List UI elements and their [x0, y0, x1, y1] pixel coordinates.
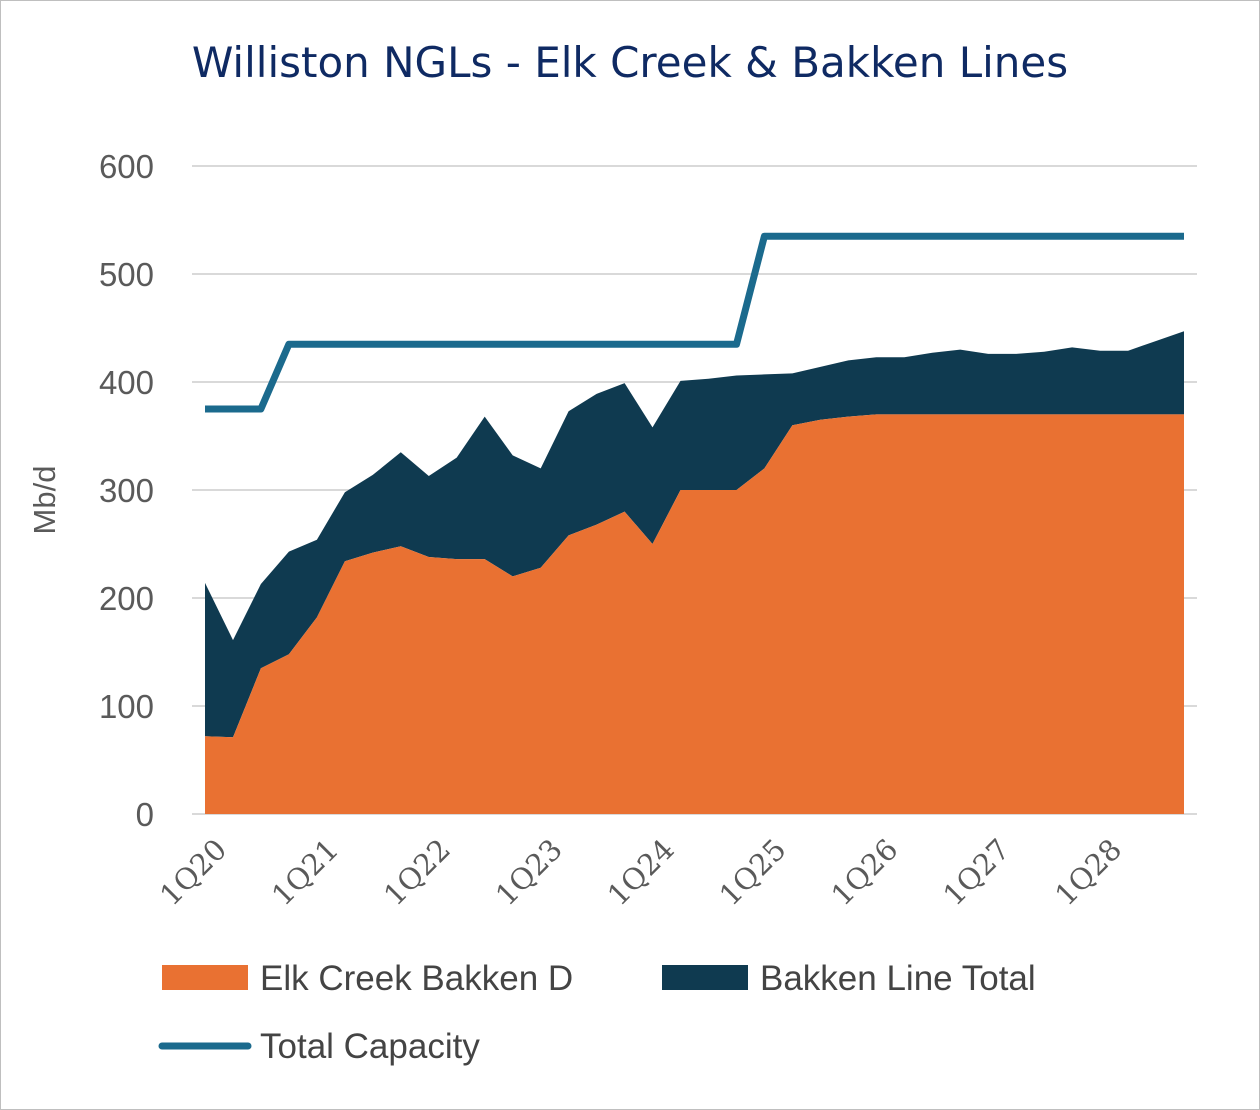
y-tick-label: 400: [99, 364, 154, 401]
bakken-line-total-area: [205, 331, 1184, 738]
x-tick-label: 1Q22: [377, 832, 457, 912]
y-tick-label: 200: [99, 580, 154, 617]
y-tick-label: 300: [99, 472, 154, 509]
area-series: [205, 331, 1184, 814]
total-capacity-line: [205, 232, 1184, 413]
line-series: [205, 232, 1184, 413]
legend-label-capacity: Total Capacity: [260, 1027, 480, 1066]
y-tick-label: 500: [99, 256, 154, 293]
y-tick-label: 600: [99, 148, 154, 185]
x-tick-label: 1Q27: [936, 832, 1016, 912]
chart-title: Williston NGLs - Elk Creek & Bakken Line…: [191, 38, 1069, 87]
legend-label-elk: Elk Creek Bakken D: [260, 959, 573, 998]
x-tick-label: 1Q26: [825, 832, 905, 912]
legend-label-bakken: Bakken Line Total: [760, 959, 1036, 998]
x-tick-label: 1Q23: [489, 832, 569, 912]
x-tick-label: 1Q24: [601, 832, 681, 912]
legend-swatch-elk: [162, 965, 248, 990]
y-tick-label: 100: [99, 688, 154, 725]
y-axis: 0 100 200 300 400 500 600: [99, 148, 154, 833]
x-tick-label: 1Q28: [1048, 832, 1128, 912]
x-tick-label: 1Q21: [265, 832, 345, 912]
elk-creek-bakken-d-area: [205, 414, 1184, 814]
x-tick-label: 1Q25: [713, 832, 793, 912]
legend-swatch-bakken: [662, 965, 748, 990]
y-tick-label: 0: [136, 796, 154, 833]
x-tick-label: 1Q20: [153, 832, 233, 912]
y-axis-label: Mb/d: [27, 466, 62, 535]
legend: Elk Creek Bakken D Bakken Line Total Total…: [158, 959, 1036, 1066]
x-axis: 1Q20 1Q21 1Q22 1Q23 1Q24 1Q25 1Q26 1Q27 1Q28: [153, 832, 1128, 912]
